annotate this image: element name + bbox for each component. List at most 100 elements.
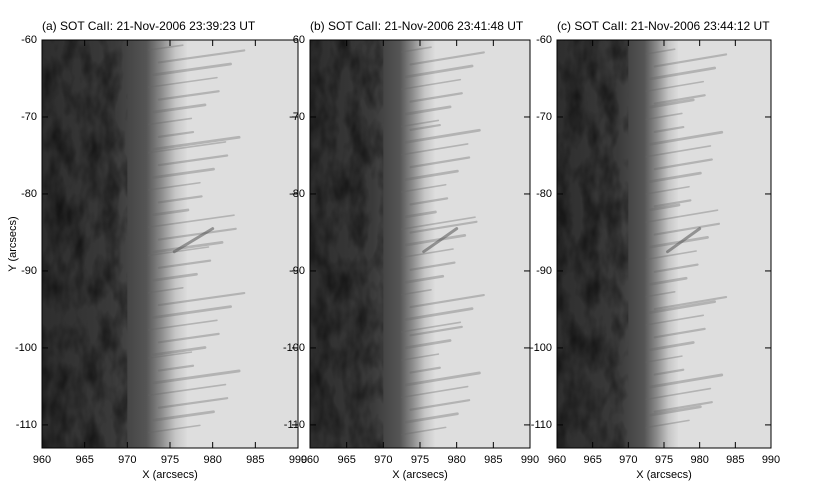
spicule [400,46,432,53]
spicule [653,327,706,339]
x-tick-label: 965 [583,454,601,466]
spicule [653,199,692,208]
y-tick-label: -100 [283,342,305,354]
spicule [409,325,463,337]
spicule [649,373,724,389]
spicule [152,305,232,319]
x-tick-label: 965 [337,454,355,466]
spicule [645,387,712,401]
spicule [400,353,440,361]
spicule [649,130,724,146]
y-tick-label: -70 [536,111,552,123]
panel-title: (b) SOT CaII: 21-Nov-2006 23:41:48 UT [310,19,524,33]
x-tick-label: 980 [203,454,221,466]
spicule [147,424,201,434]
spicule [649,203,681,212]
spicule [404,210,437,219]
spicule [653,53,728,68]
spicule [409,92,463,103]
spicule [157,397,229,409]
spicule [157,90,220,101]
spicule [653,368,685,376]
spicule [400,289,432,296]
x-tick-label: 985 [484,454,502,466]
x-tick-label: 990 [289,454,307,466]
x-tick-label: 985 [726,454,744,466]
spicule [147,383,227,397]
y-tick-label: -60 [289,34,305,46]
spicule [653,125,685,133]
spicule [152,103,207,114]
x-tick-label: 975 [411,454,429,466]
spicule [152,240,224,254]
spicule [649,171,702,183]
spicule [157,364,195,372]
spicule [653,158,713,171]
y-tick-label: -80 [536,188,552,200]
x-tick-label: 970 [374,454,392,466]
y-tick-label: -70 [21,111,37,123]
x-tick-label: 960 [548,454,566,466]
spicule [400,216,476,230]
spicule [147,287,184,294]
spicule [404,233,467,247]
y-tick-label: -90 [536,265,552,277]
y-tick-label: -60 [536,34,552,46]
spicule [409,399,471,411]
spicule [152,208,190,217]
y-tick-label: -60 [21,34,37,46]
x-tick-label: 960 [33,454,51,466]
spicule [409,51,485,66]
x-tick-label: 970 [118,454,136,466]
x-tick-label: 990 [521,454,539,466]
spicule [404,64,474,79]
spicule [649,98,695,109]
spicule [409,366,441,374]
spicule [404,307,474,321]
spicule [404,371,481,387]
spicule [152,369,241,385]
spicule [653,94,706,105]
spicule [152,346,207,357]
y-tick-label: -110 [531,419,552,431]
spicule [409,293,485,309]
spicule [404,169,459,181]
spicule [645,112,683,121]
y-axis-label: Y (arcsecs) [7,216,19,271]
x-tick-label: 975 [655,454,673,466]
spicule [152,135,241,151]
x-tick-label: 975 [161,454,179,466]
jet [422,227,459,254]
spicule [653,222,721,236]
spicule [152,62,232,77]
spicule [645,48,676,55]
spicule [649,276,688,286]
spicule [157,227,237,241]
solar-image [557,40,771,448]
spicule [147,76,218,89]
y-tick-label: -90 [289,265,305,277]
spicule [400,385,469,399]
chromosphere-texture [310,40,384,448]
y-tick-label: -90 [21,265,37,277]
spicule [400,119,440,128]
y-tick-label: -100 [15,342,37,354]
spicule [147,141,227,154]
spicule [157,130,195,138]
spicule [404,339,452,350]
spicule [645,185,690,195]
y-tick-label: -110 [284,419,305,431]
y-tick-label: -100 [530,342,552,354]
spicule [147,351,193,359]
spicule [157,332,220,344]
x-axis-label: X (arcsecs) [392,469,448,481]
solar-image [42,40,298,448]
chromosphere-texture [42,40,128,448]
spicule [653,263,699,273]
panel: (a) SOT CaII: 21-Nov-2006 23:39:23 UT X (… [7,19,307,481]
x-tick-label: 985 [246,454,264,466]
spicule [409,156,471,169]
spicule [400,143,469,156]
spicule [404,128,481,144]
spicule [147,319,218,331]
